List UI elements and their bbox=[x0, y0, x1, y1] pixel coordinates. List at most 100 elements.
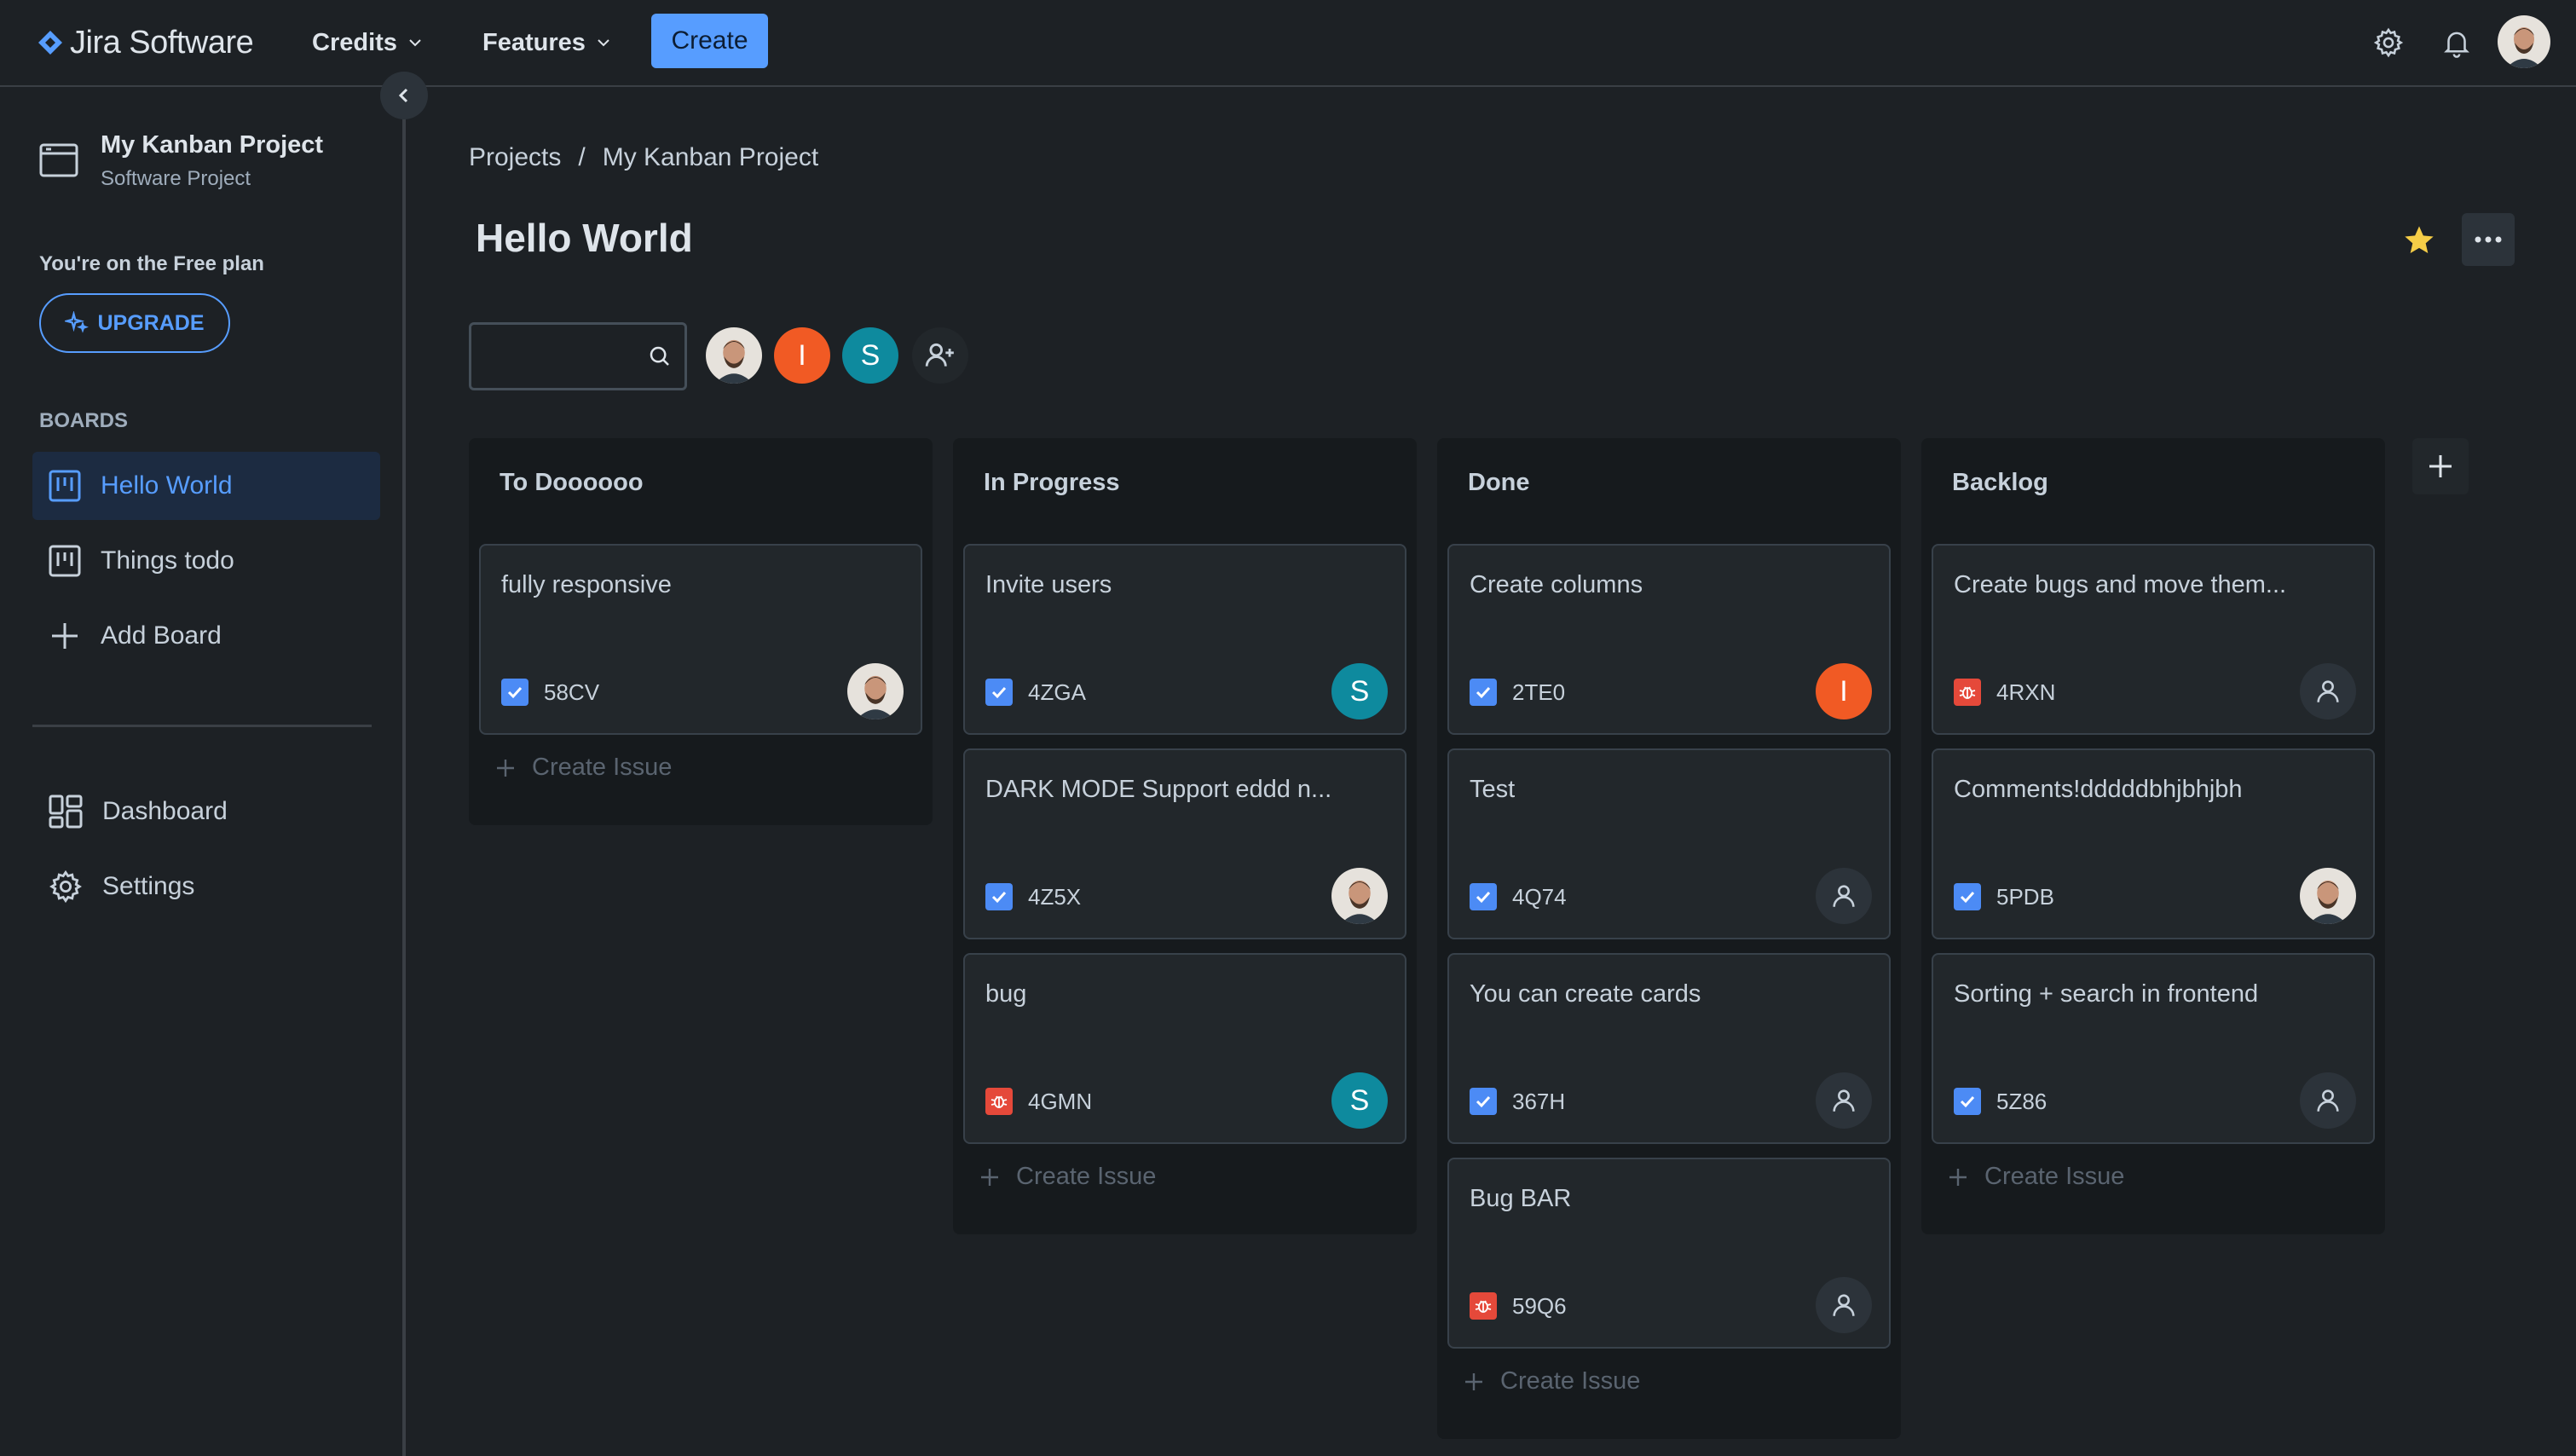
plus-icon bbox=[981, 1168, 998, 1186]
dashboard-icon bbox=[49, 794, 83, 829]
issue-key: 4Z5X bbox=[1028, 884, 1082, 910]
assignee-avatar-unassigned[interactable] bbox=[1816, 1277, 1872, 1333]
assignee-avatar[interactable]: S bbox=[1331, 663, 1388, 719]
task-type-badge bbox=[1470, 883, 1497, 910]
assignee-avatar[interactable]: S bbox=[1331, 1072, 1388, 1129]
issue-card[interactable]: Create bugs and move them... 4RXN bbox=[1932, 544, 2375, 735]
search-input[interactable] bbox=[471, 325, 642, 388]
member-avatar-s[interactable]: S bbox=[842, 327, 898, 384]
card-title: Invite users bbox=[985, 571, 1112, 598]
issue-card[interactable]: Sorting + search in frontend 5Z86 bbox=[1932, 953, 2375, 1144]
kanban-column: Done Create columns 2TE0 I Test 4Q74 You can c… bbox=[1437, 438, 1901, 1439]
assignee-avatar[interactable] bbox=[847, 663, 904, 719]
member-avatar-photo[interactable] bbox=[706, 327, 762, 384]
assignee-avatar-unassigned[interactable] bbox=[1816, 868, 1872, 924]
issue-card[interactable]: Invite users 4ZGA S bbox=[963, 544, 1406, 735]
more-dots-icon bbox=[2475, 236, 2502, 243]
project-type: Software Project bbox=[101, 167, 251, 190]
upgrade-label: UPGRADE bbox=[97, 310, 205, 335]
plan-text: You're on the Free plan bbox=[39, 252, 264, 275]
create-issue-button[interactable]: Create Issue bbox=[1463, 1367, 1640, 1395]
plus-icon bbox=[2429, 455, 2452, 477]
sidebar-item-label: Hello World bbox=[101, 471, 233, 500]
create-issue-button[interactable]: Create Issue bbox=[1947, 1163, 2124, 1191]
features-label: Features bbox=[482, 28, 586, 56]
add-board-button[interactable]: Add Board bbox=[32, 602, 380, 670]
task-type-badge bbox=[1954, 883, 1981, 910]
task-type-badge bbox=[985, 883, 1013, 910]
create-issue-label: Create Issue bbox=[532, 754, 673, 781]
assignee-avatar-unassigned[interactable] bbox=[2300, 663, 2356, 719]
issue-card[interactable]: Test 4Q74 bbox=[1447, 748, 1891, 939]
assignee-avatar[interactable]: I bbox=[1816, 663, 1872, 719]
credits-label: Credits bbox=[312, 28, 397, 56]
add-column-button[interactable] bbox=[2412, 438, 2469, 494]
column-title[interactable]: Done bbox=[1468, 469, 1530, 496]
collapse-sidebar-button[interactable] bbox=[380, 72, 428, 119]
unassigned-user-icon bbox=[1833, 1294, 1855, 1316]
more-options-button[interactable] bbox=[2462, 213, 2515, 266]
board-icon bbox=[49, 545, 81, 577]
task-type-badge bbox=[501, 679, 528, 706]
card-title: Create columns bbox=[1470, 571, 1643, 598]
breadcrumb-projects[interactable]: Projects bbox=[469, 143, 562, 171]
column-title[interactable]: In Progress bbox=[984, 469, 1120, 496]
assignee-avatar-unassigned[interactable] bbox=[2300, 1072, 2356, 1129]
sidebar-item-hello-world[interactable]: Hello World bbox=[32, 452, 380, 520]
app-name: Jira Software bbox=[70, 24, 254, 61]
user-avatar[interactable] bbox=[2498, 15, 2550, 68]
sidebar-item-things-todo[interactable]: Things todo bbox=[32, 527, 380, 595]
card-title: DARK MODE Support eddd n... bbox=[985, 776, 1332, 803]
unassigned-user-icon bbox=[2317, 680, 2339, 702]
column-title[interactable]: To Doooooo bbox=[500, 469, 644, 496]
task-type-badge bbox=[1470, 1088, 1497, 1115]
issue-card[interactable]: bug 4GMN S bbox=[963, 953, 1406, 1144]
member-avatar-i[interactable]: I bbox=[774, 327, 830, 384]
settings-label: Settings bbox=[102, 872, 195, 900]
bug-type-badge bbox=[1470, 1292, 1497, 1320]
notification-bell-icon[interactable] bbox=[2436, 22, 2477, 63]
issue-key: 2TE0 bbox=[1512, 679, 1566, 705]
sidebar-item-label: Things todo bbox=[101, 546, 234, 575]
issue-key: 4Q74 bbox=[1512, 884, 1567, 910]
create-issue-button[interactable]: Create Issue bbox=[979, 1163, 1156, 1191]
sidebar: My Kanban Project Software Project You'r… bbox=[0, 89, 406, 1456]
issue-key: 4ZGA bbox=[1028, 679, 1086, 705]
assignee-avatar-unassigned[interactable] bbox=[1816, 1072, 1872, 1129]
assignee-avatar[interactable] bbox=[2300, 868, 2356, 924]
star-icon[interactable] bbox=[2399, 220, 2440, 261]
plus-icon bbox=[52, 623, 78, 649]
create-issue-button[interactable]: Create Issue bbox=[494, 754, 672, 782]
issue-card[interactable]: Bug BAR 59Q6 bbox=[1447, 1158, 1891, 1349]
sidebar-item-settings[interactable]: Settings bbox=[32, 852, 380, 921]
add-member-button[interactable] bbox=[912, 327, 968, 384]
search-icon[interactable] bbox=[647, 344, 673, 369]
board-icon bbox=[49, 470, 81, 502]
plus-icon bbox=[497, 759, 514, 777]
features-menu[interactable]: Features bbox=[482, 22, 611, 63]
issue-card[interactable]: DARK MODE Support eddd n... 4Z5X bbox=[963, 748, 1406, 939]
sidebar-item-dashboard[interactable]: Dashboard bbox=[32, 777, 380, 846]
issue-card[interactable]: Comments!dddddbhjbhjbh 5PDB bbox=[1932, 748, 2375, 939]
project-icon bbox=[39, 143, 78, 177]
card-title: fully responsive bbox=[501, 571, 672, 598]
column-title[interactable]: Backlog bbox=[1952, 469, 2048, 496]
upgrade-button[interactable]: UPGRADE bbox=[39, 293, 230, 353]
issue-card[interactable]: Create columns 2TE0 I bbox=[1447, 544, 1891, 735]
issue-key: 58CV bbox=[544, 679, 600, 705]
task-check-icon bbox=[1476, 1095, 1491, 1108]
create-button[interactable]: Create bbox=[651, 14, 768, 68]
task-type-badge bbox=[985, 679, 1013, 706]
add-board-label: Add Board bbox=[101, 621, 222, 650]
chevron-down-icon bbox=[598, 39, 609, 47]
assignee-avatar[interactable] bbox=[1331, 868, 1388, 924]
breadcrumb-current[interactable]: My Kanban Project bbox=[602, 143, 819, 171]
issue-key: 4RXN bbox=[1996, 679, 2056, 705]
chevron-left-icon bbox=[398, 88, 408, 103]
issue-card[interactable]: fully responsive 58CV bbox=[479, 544, 922, 735]
credits-menu[interactable]: Credits bbox=[312, 22, 423, 63]
jira-logo[interactable]: Jira Software bbox=[38, 22, 254, 63]
top-navigation: Jira Software Credits Features Create bbox=[0, 0, 2576, 87]
settings-gear-icon[interactable] bbox=[2368, 22, 2409, 63]
issue-card[interactable]: You can create cards 367H bbox=[1447, 953, 1891, 1144]
